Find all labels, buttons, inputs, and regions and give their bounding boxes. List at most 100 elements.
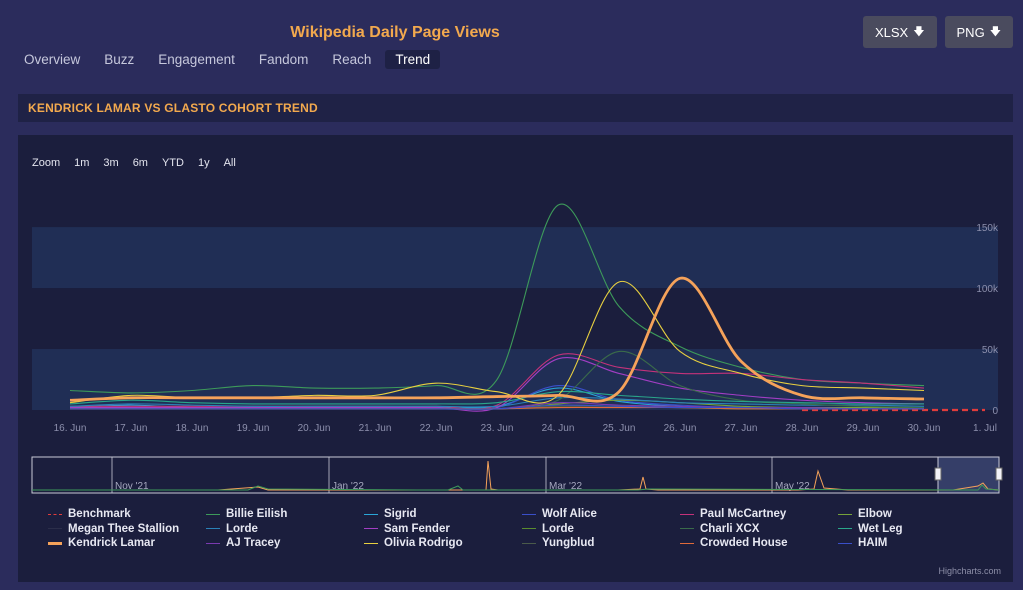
tab-overview[interactable]: Overview	[24, 52, 81, 67]
x-tick-label: 20. Jun	[298, 423, 331, 434]
navigator-label: Jan '22	[332, 481, 364, 492]
navigator-label: Mar '22	[549, 481, 582, 492]
series-line-haim[interactable]	[69, 404, 924, 410]
range-button-6m[interactable]: 6m	[132, 157, 148, 169]
legend-symbol	[48, 528, 62, 529]
x-tick-label: 17. Jun	[115, 423, 148, 434]
download-xlsx-button[interactable]: XLSX 🡇	[862, 16, 937, 48]
legend-item-sam-fender[interactable]: Sam Fender	[364, 523, 450, 535]
x-tick-label: 21. Jun	[359, 423, 392, 434]
zoom-label: Zoom	[32, 157, 61, 169]
legend-symbol	[48, 513, 62, 515]
x-tick-label: 29. Jun	[847, 423, 880, 434]
x-tick-label: 26. Jun	[664, 423, 697, 434]
legend-symbol	[522, 528, 536, 529]
legend-symbol	[680, 528, 694, 529]
x-tick-label: 28. Jun	[786, 423, 819, 434]
legend-label: Elbow	[858, 508, 892, 520]
navigator-series	[32, 484, 1000, 491]
download-buttons: XLSX 🡇 PNG 🡇	[862, 16, 1013, 48]
y-tick-label: 150k	[976, 223, 999, 234]
legend-label: Lorde	[542, 522, 574, 535]
series-line-paul-mccartney[interactable]	[70, 353, 925, 410]
range-button-ytd[interactable]: YTD	[161, 157, 184, 169]
tab-buzz[interactable]: Buzz	[104, 52, 135, 67]
series-line-wet-leg[interactable]	[69, 390, 925, 405]
range-button-3m[interactable]: 3m	[103, 157, 119, 169]
legend-symbol	[364, 528, 378, 529]
range-button-all[interactable]: All	[223, 157, 236, 169]
legend-item-megan-thee-stallion[interactable]: Megan Thee Stallion	[48, 523, 179, 535]
legend-item-haim[interactable]: HAIM	[838, 537, 887, 549]
navigator-label: Nov '21	[115, 481, 149, 492]
legend-symbol	[364, 513, 378, 515]
series-line-kendrick-lamar[interactable]	[69, 276, 925, 403]
y-tick-label: 100k	[976, 284, 999, 295]
x-tick-label: 23. Jun	[481, 423, 514, 434]
x-tick-label: 22. Jun	[420, 423, 453, 434]
download-png-button[interactable]: PNG 🡇	[944, 16, 1013, 48]
series-line-lorde[interactable]	[69, 396, 925, 408]
legend-symbol	[680, 542, 694, 544]
navigator-left-handle[interactable]	[934, 467, 942, 481]
legend-item-paul-mccartney[interactable]: Paul McCartney	[680, 508, 786, 520]
legend-label: Billie Eilish	[226, 508, 288, 520]
line-chart[interactable]: 0 50k 100k 150k 16. Jun 17. Jun 18. Jun 19. Ju…	[18, 135, 1013, 505]
x-tick-label: 30. Jun	[908, 423, 941, 434]
legend-item-kendrick-lamar[interactable]: Kendrick Lamar	[48, 537, 155, 549]
tab-reach[interactable]: Reach	[332, 52, 372, 67]
legend-symbol	[206, 542, 220, 544]
range-button-1m[interactable]: 1m	[74, 157, 90, 169]
legend-item-aj-tracey[interactable]: AJ Tracey	[206, 537, 280, 549]
download-arrow-icon: 🡇	[989, 25, 1001, 38]
x-tick-label: 18. Jun	[176, 423, 209, 434]
legend-item-lorde[interactable]: Lorde	[522, 523, 574, 535]
legend-label: Wet Leg	[858, 522, 903, 535]
legend-symbol	[206, 528, 220, 529]
legend-label: AJ Tracey	[226, 537, 281, 549]
legend-item-elbow[interactable]: Elbow	[838, 508, 892, 520]
x-tick-label: 24. Jun	[542, 423, 575, 434]
legend-label: Benchmark	[68, 508, 131, 520]
legend-symbol	[48, 541, 62, 545]
range-button-1y[interactable]: 1y	[197, 157, 210, 169]
series-line-sam-fender[interactable]	[70, 357, 925, 412]
x-tick-label: 27. Jun	[725, 423, 758, 434]
navigator-label: May '22	[775, 481, 810, 492]
navigator[interactable]: Nov '21 Jan '22 Mar '22 May '22	[18, 453, 1013, 503]
x-tick-label: 1. Jul	[973, 423, 997, 434]
xlsx-label: XLSX	[874, 24, 909, 40]
legend-label: Olivia Rodrigo	[384, 537, 463, 549]
legend-item-lorde[interactable]: Lorde	[206, 523, 258, 535]
tab-engagement[interactable]: Engagement	[158, 52, 235, 67]
legend-symbol	[364, 542, 378, 544]
legend-label: Kendrick Lamar	[68, 537, 155, 549]
series-line-billie-eilish[interactable]	[69, 203, 925, 395]
credits: Highcharts.com	[938, 566, 1001, 576]
x-tick-label: 25. Jun	[603, 423, 636, 434]
tab-fandom[interactable]: Fandom	[258, 52, 309, 67]
legend-label: Sam Fender	[384, 522, 450, 535]
legend-item-olivia-rodrigo[interactable]: Olivia Rodrigo	[364, 537, 463, 549]
legend-item-benchmark[interactable]: Benchmark	[48, 508, 131, 520]
navigator-right-handle[interactable]	[995, 467, 1003, 481]
y-tick-label: 0	[992, 406, 998, 417]
legend-symbol	[206, 513, 220, 515]
navigator-frame	[31, 456, 1000, 494]
legend-symbol	[838, 513, 852, 515]
range-selector: Zoom 1m 3m 6m YTD 1y All	[32, 157, 236, 169]
legend-symbol	[680, 513, 694, 515]
legend-item-sigrid[interactable]: Sigrid	[364, 508, 417, 520]
tab-trend[interactable]: Trend	[385, 50, 441, 69]
legend-item-wolf-alice[interactable]: Wolf Alice	[522, 508, 597, 520]
legend-item-crowded-house[interactable]: Crowded House	[680, 537, 788, 549]
legend-label: Crowded House	[700, 537, 788, 549]
legend-item-charli-xcx[interactable]: Charli XCX	[680, 523, 759, 535]
legend-symbol	[522, 513, 536, 515]
page-title: Wikipedia Daily Page Views	[290, 24, 500, 41]
legend-label: Charli XCX	[700, 522, 760, 535]
legend-item-yungblud[interactable]: Yungblud	[522, 537, 594, 549]
download-arrow-icon: 🡇	[913, 25, 925, 38]
legend-item-billie-eilish[interactable]: Billie Eilish	[206, 508, 287, 520]
legend-item-wet-leg[interactable]: Wet Leg	[838, 523, 903, 535]
